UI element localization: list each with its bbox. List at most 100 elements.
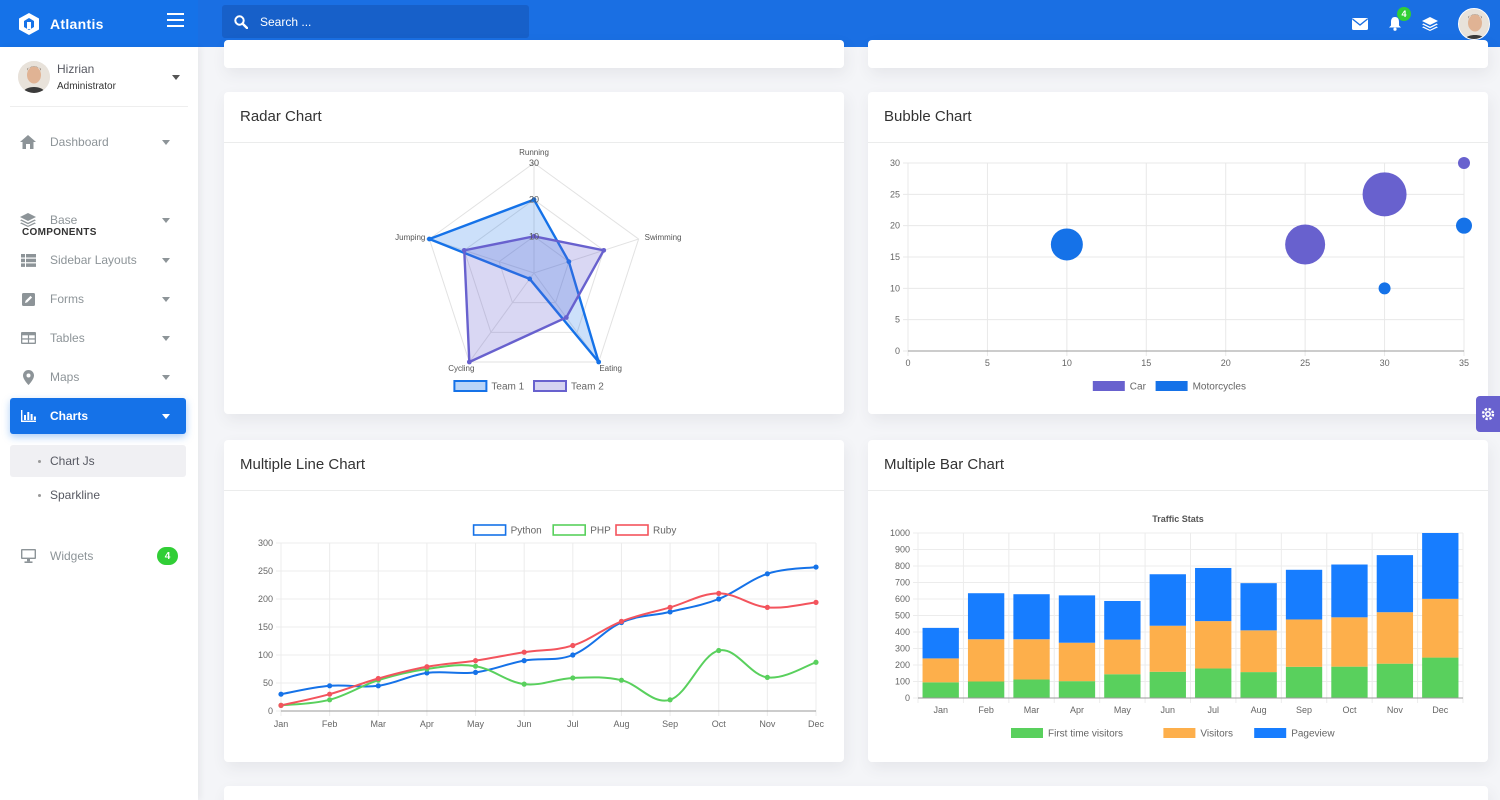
legend-label: Car xyxy=(1130,382,1147,393)
user-avatar-top[interactable] xyxy=(1458,7,1490,40)
sidebar-item-forms[interactable]: Forms xyxy=(10,281,186,317)
sidebar-item-charts[interactable]: Charts xyxy=(10,398,186,434)
sidebar-item-label: Widgets xyxy=(50,549,94,563)
search-box xyxy=(222,5,529,38)
line-point xyxy=(764,674,770,680)
legend-swatch xyxy=(1155,381,1188,391)
legend-label: Ruby xyxy=(653,526,676,537)
radar-axis-label: Jumping xyxy=(395,233,425,242)
radar-axis-label: Cycling xyxy=(448,364,474,373)
x-tick-label: 5 xyxy=(985,358,990,368)
line-point xyxy=(716,647,722,654)
bar-segment xyxy=(1013,594,1050,640)
map-marker-icon xyxy=(20,369,36,385)
y-tick-label: 25 xyxy=(890,189,900,199)
x-tick-label: 10 xyxy=(1062,358,1072,368)
user-role: Administrator xyxy=(57,80,116,92)
legend-label: Motorcycles xyxy=(1193,382,1246,393)
search-input[interactable] xyxy=(260,14,500,29)
avatar xyxy=(18,60,50,93)
chevron-down-icon xyxy=(162,297,170,302)
y-tick-label: 50 xyxy=(263,678,273,688)
sidebar-subitem-label: Chart Js xyxy=(50,454,95,468)
sidebar-subitem-chart-js[interactable]: Chart Js xyxy=(10,445,186,477)
layers-icon[interactable] xyxy=(1422,16,1438,31)
line-point xyxy=(327,683,333,689)
x-tick-label: Sep xyxy=(1296,705,1312,715)
sidebar-item-label: Charts xyxy=(50,409,89,423)
bar-segment xyxy=(1422,533,1459,599)
line-point xyxy=(570,652,576,658)
bubble-point xyxy=(1378,282,1391,295)
card-title: Bubble Chart xyxy=(868,92,1488,143)
radar-point xyxy=(531,233,537,239)
bar-segment xyxy=(1195,621,1232,669)
bar-segment xyxy=(1104,674,1141,698)
x-tick-label: May xyxy=(1114,705,1132,715)
bubble-point xyxy=(1456,217,1472,234)
menu-toggle-icon[interactable] xyxy=(167,13,184,31)
sidebar-item-label: Dashboard xyxy=(50,135,109,149)
sidebar-item-base[interactable]: Base xyxy=(10,202,186,238)
settings-fab[interactable] xyxy=(1476,396,1500,432)
card-partial-top-right xyxy=(868,40,1488,68)
bar-segment xyxy=(922,627,959,659)
sidebar-item-maps[interactable]: Maps xyxy=(10,359,186,395)
bar-segment xyxy=(1013,639,1050,680)
line-point xyxy=(521,649,527,655)
x-tick-label: Jan xyxy=(933,705,948,715)
x-tick-label: Apr xyxy=(1070,705,1084,715)
x-tick-label: 20 xyxy=(1221,358,1231,368)
search-icon[interactable] xyxy=(234,14,248,29)
line-point xyxy=(667,609,673,615)
line-point xyxy=(327,691,333,697)
bar-segment xyxy=(1058,681,1096,698)
x-tick-label: Aug xyxy=(613,719,629,729)
radar-grid-ring xyxy=(428,162,640,363)
legend-swatch xyxy=(533,380,567,392)
x-tick-label: Dec xyxy=(1432,705,1449,715)
bar-segment xyxy=(1422,598,1459,658)
radar-chart: Running Swimming Eating Cycling Jumping 10 20 3… xyxy=(395,148,681,393)
x-tick-label: Oct xyxy=(712,719,727,729)
user-panel[interactable]: Hizrian Administrator xyxy=(10,47,188,107)
sidebar-item-dashboard[interactable]: Dashboard xyxy=(10,124,186,160)
y-tick-label: 200 xyxy=(895,660,910,670)
y-tick-label: 30 xyxy=(890,158,900,168)
bubble-point xyxy=(1285,224,1326,265)
bell-icon[interactable]: 4 xyxy=(1388,7,1411,31)
legend-swatch xyxy=(552,524,587,536)
y-tick-label: 5 xyxy=(895,315,900,325)
brand-name[interactable]: Atlantis xyxy=(50,15,104,32)
line-point xyxy=(472,658,479,664)
bar-segment xyxy=(1422,657,1459,698)
sidebar-item-label: Tables xyxy=(50,331,85,345)
line-point xyxy=(327,697,333,703)
sidebar-subitem-sparkline[interactable]: Sparkline xyxy=(10,479,186,511)
envelope-icon[interactable] xyxy=(1352,17,1368,30)
sidebar-item-tables[interactable]: Tables xyxy=(10,320,186,356)
sidebar-item-widgets[interactable]: Widgets 4 xyxy=(10,538,186,574)
bar-segment xyxy=(1013,679,1050,698)
th-list-icon xyxy=(20,252,36,268)
bar-chart-icon xyxy=(20,408,36,424)
desktop-icon xyxy=(20,548,36,564)
radar-point xyxy=(566,259,572,265)
x-tick-label: Nov xyxy=(759,719,776,729)
sidebar-item-sidebar-layouts[interactable]: Sidebar Layouts xyxy=(10,242,186,278)
chevron-down-icon xyxy=(162,414,170,419)
bar-segment xyxy=(967,681,1005,698)
line-point xyxy=(424,670,430,676)
line-series xyxy=(280,566,817,696)
chevron-down-icon[interactable] xyxy=(172,75,180,80)
legend-label: Pageview xyxy=(1291,729,1335,740)
x-tick-label: Jul xyxy=(1207,705,1219,715)
bar-chart: Traffic Stats 0 100 200 300 400 500 600 700 800 90… xyxy=(890,514,1464,740)
bar-segment xyxy=(1104,639,1141,675)
bar-segment xyxy=(1285,666,1323,698)
legend-label: Team 2 xyxy=(571,382,604,393)
x-tick-label: 30 xyxy=(1380,358,1390,368)
user-name: Hizrian xyxy=(57,61,95,76)
legend-swatch xyxy=(1011,728,1043,738)
gear-icon xyxy=(1481,407,1495,421)
